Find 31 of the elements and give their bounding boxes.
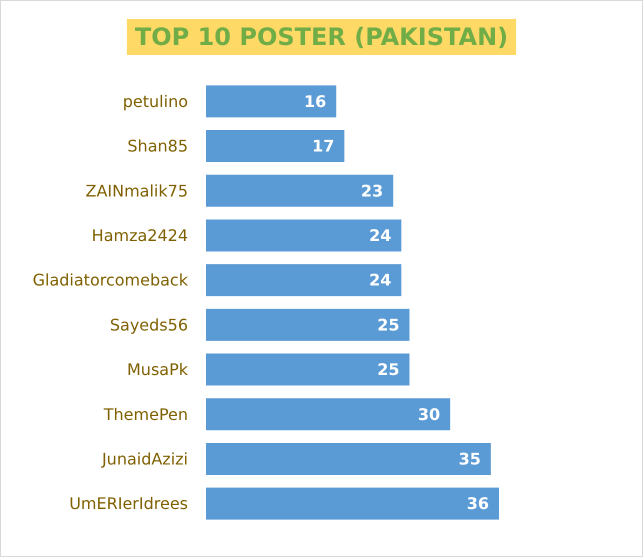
y-tick-label: Hamza2424 <box>92 226 188 245</box>
data-label: 36 <box>466 494 489 514</box>
y-tick-label: ThemePen <box>102 404 188 424</box>
bar <box>206 308 410 341</box>
bar <box>206 174 394 207</box>
data-label: 25 <box>377 315 400 334</box>
y-tick-label: ZAINmalik75 <box>86 181 188 200</box>
bar <box>206 354 410 386</box>
data-label: 16 <box>304 92 326 111</box>
data-label: 24 <box>369 226 392 245</box>
bar <box>206 130 344 162</box>
y-tick-label: petulino <box>122 92 188 111</box>
data-label: 25 <box>377 360 400 380</box>
chart-title: TOP 10 POSTER (PAKISTAN) <box>134 23 508 51</box>
bar <box>206 219 402 252</box>
y-tick-label: Gladiatorcomeback <box>32 270 189 290</box>
bar <box>206 398 450 430</box>
y-tick-label: Shan85 <box>127 136 188 156</box>
y-tick-label: JunaidAzizi <box>100 449 188 468</box>
y-tick-label: Sayeds56 <box>110 315 188 334</box>
data-label: 30 <box>418 404 440 424</box>
data-label: 35 <box>458 449 481 468</box>
bar <box>206 264 402 296</box>
bar <box>206 442 491 475</box>
data-label: 23 <box>360 181 384 200</box>
data-label: 17 <box>312 136 334 156</box>
data-label: 24 <box>369 270 392 290</box>
y-tick-label: MusaPk <box>127 360 189 380</box>
y-tick-label: UmERIerIdrees <box>69 494 188 514</box>
bar <box>206 85 336 118</box>
bar <box>206 488 499 520</box>
